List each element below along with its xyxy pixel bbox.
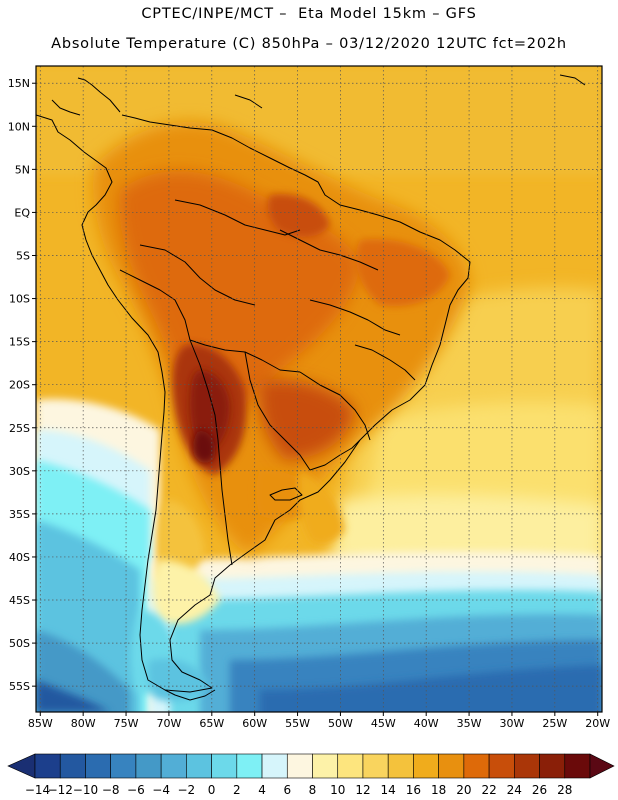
lon-tick-label: 70W xyxy=(156,717,181,730)
axis-ticks xyxy=(32,82,599,716)
lat-tick-label: 50S xyxy=(9,637,30,650)
lat-tick-label: 55S xyxy=(9,680,30,693)
colorbar-label: 28 xyxy=(557,783,572,797)
colorbar-swatch xyxy=(236,753,263,779)
colorbar-swatch xyxy=(463,753,490,779)
colorbar-label: 0 xyxy=(208,783,216,797)
lat-tick-label: 45S xyxy=(9,594,30,607)
coastlines xyxy=(36,74,586,701)
colorbar-label: 12 xyxy=(355,783,370,797)
colorbar-swatch xyxy=(160,753,187,779)
lon-tick-label: 45W xyxy=(371,717,396,730)
map-frame xyxy=(35,65,603,713)
colorbar-label: −6 xyxy=(127,783,145,797)
colorbar-label: 2 xyxy=(233,783,241,797)
colorbar-swatch xyxy=(387,753,414,779)
lon-tick-label: 80W xyxy=(71,717,96,730)
colorbar-swatch xyxy=(110,753,137,779)
colorbar-under-arrow xyxy=(7,753,36,779)
colorbar-label: 10 xyxy=(330,783,345,797)
colorbar-label: −10 xyxy=(73,783,98,797)
colorbar-label: 24 xyxy=(507,783,522,797)
lon-tick-label: 85W xyxy=(28,717,53,730)
colorbar-swatch xyxy=(59,753,86,779)
lat-tick-label: 5N xyxy=(15,163,30,176)
lat-tick-label: 30S xyxy=(9,465,30,478)
lat-tick-label: 15S xyxy=(9,336,30,349)
lat-tick-label: 5S xyxy=(16,249,30,262)
colorbar-swatch xyxy=(337,753,364,779)
lon-tick-label: 20W xyxy=(585,717,610,730)
lat-tick-label: 15N xyxy=(8,77,30,90)
colorbar-swatch xyxy=(135,753,162,779)
colorbar-swatch xyxy=(539,753,566,779)
lat-tick-label: EQ xyxy=(14,206,30,219)
title-line-1: CPTEC/INPE/MCT – Eta Model 15km – GFS xyxy=(141,6,477,22)
lat-tick-label: 10N xyxy=(8,120,30,133)
lon-tick-label: 35W xyxy=(457,717,482,730)
lat-tick-label: 40S xyxy=(9,551,30,564)
colorbar-label: 6 xyxy=(283,783,291,797)
colorbar-swatch xyxy=(261,753,288,779)
lat-tick-label: 35S xyxy=(9,508,30,521)
colorbar-swatch xyxy=(211,753,238,779)
lon-tick-label: 60W xyxy=(242,717,267,730)
lat-tick-label: 25S xyxy=(9,422,30,435)
colorbar-label: 16 xyxy=(406,783,421,797)
lat-tick-label: 10S xyxy=(9,293,30,306)
colorbar-label: −4 xyxy=(152,783,170,797)
colorbar-label: −8 xyxy=(102,783,120,797)
title-line-2: Absolute Temperature (C) 850hPa – 03/12/… xyxy=(51,36,567,52)
colorbar-label: 20 xyxy=(456,783,471,797)
colorbar-label: 18 xyxy=(431,783,446,797)
latitude-labels: 15N 10N 5N EQ 5S 10S 15S 20S 25S 30S 35S 40S 45S 50S 5… xyxy=(8,77,31,693)
colorbar-swatch xyxy=(34,753,61,779)
colorbar-label: 8 xyxy=(309,783,317,797)
lon-tick-label: 55W xyxy=(285,717,310,730)
colorbar-label: −2 xyxy=(178,783,196,797)
colorbar-label: −12 xyxy=(48,783,73,797)
colorbar-label: 26 xyxy=(532,783,547,797)
colorbar-label: −14 xyxy=(25,783,50,797)
colorbar-over-arrow xyxy=(589,753,615,779)
longitude-labels: 85W 80W 75W 70W 65W 60W 55W 50W 45W 40W 35W 30W 25W 2… xyxy=(28,717,610,730)
colorbar-label: 14 xyxy=(381,783,396,797)
lon-tick-label: 75W xyxy=(114,717,139,730)
colorbar-swatch xyxy=(186,753,212,779)
colorbar-swatch xyxy=(286,753,313,779)
colorbar-swatch xyxy=(413,753,439,779)
colorbar-swatch xyxy=(564,753,591,779)
colorbar-label: 22 xyxy=(481,783,496,797)
colorbar-label: 4 xyxy=(258,783,266,797)
lon-tick-label: 65W xyxy=(199,717,224,730)
lon-tick-label: 50W xyxy=(328,717,353,730)
colorbar-swatch xyxy=(362,753,389,779)
colorbar-swatch xyxy=(514,753,540,779)
lon-tick-label: 40W xyxy=(414,717,439,730)
lon-tick-label: 25W xyxy=(542,717,567,730)
colorbar-swatch xyxy=(85,753,111,779)
colorbar-swatch xyxy=(312,753,339,779)
lat-tick-label: 20S xyxy=(9,379,30,392)
colorbar-swatch xyxy=(438,753,465,779)
lon-tick-label: 30W xyxy=(500,717,525,730)
colorbar-swatch xyxy=(488,753,515,779)
temperature-field xyxy=(36,66,602,712)
